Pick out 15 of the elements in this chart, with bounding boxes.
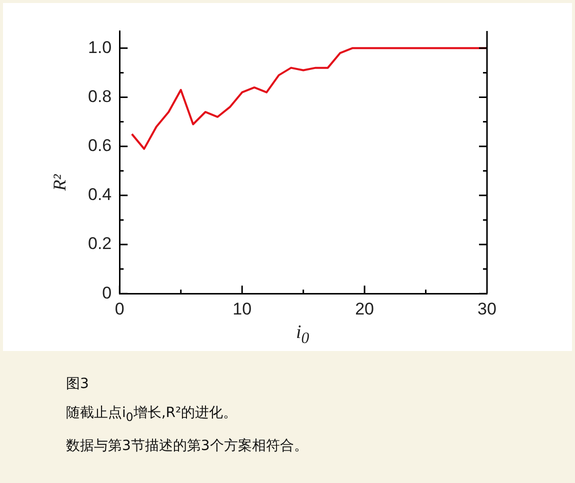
- text: 数据与第3节描述的第3个方案相符合。: [66, 436, 308, 456]
- y-tick-label: 1.0: [88, 38, 112, 57]
- y-tick-label: 0.4: [88, 185, 112, 204]
- x-tick-label: 10: [232, 299, 252, 318]
- text: 随截止点i$_{0}$增长,R²的进化。: [66, 404, 238, 426]
- x-tick-label: 20: [355, 299, 374, 318]
- x-tick-label: 0: [114, 299, 124, 318]
- y-tick-label: 0: [102, 283, 112, 302]
- caption: 图3: [66, 375, 90, 394]
- y-axis-title: R²: [50, 174, 71, 191]
- y-tick-label: 0.8: [88, 86, 112, 106]
- y-tick-label: 0.6: [88, 136, 112, 156]
- y-tick-label: 0.2: [88, 234, 112, 254]
- x-axis-title: i$_{0}$: [296, 322, 310, 348]
- x-tick-label: 30: [478, 299, 496, 318]
